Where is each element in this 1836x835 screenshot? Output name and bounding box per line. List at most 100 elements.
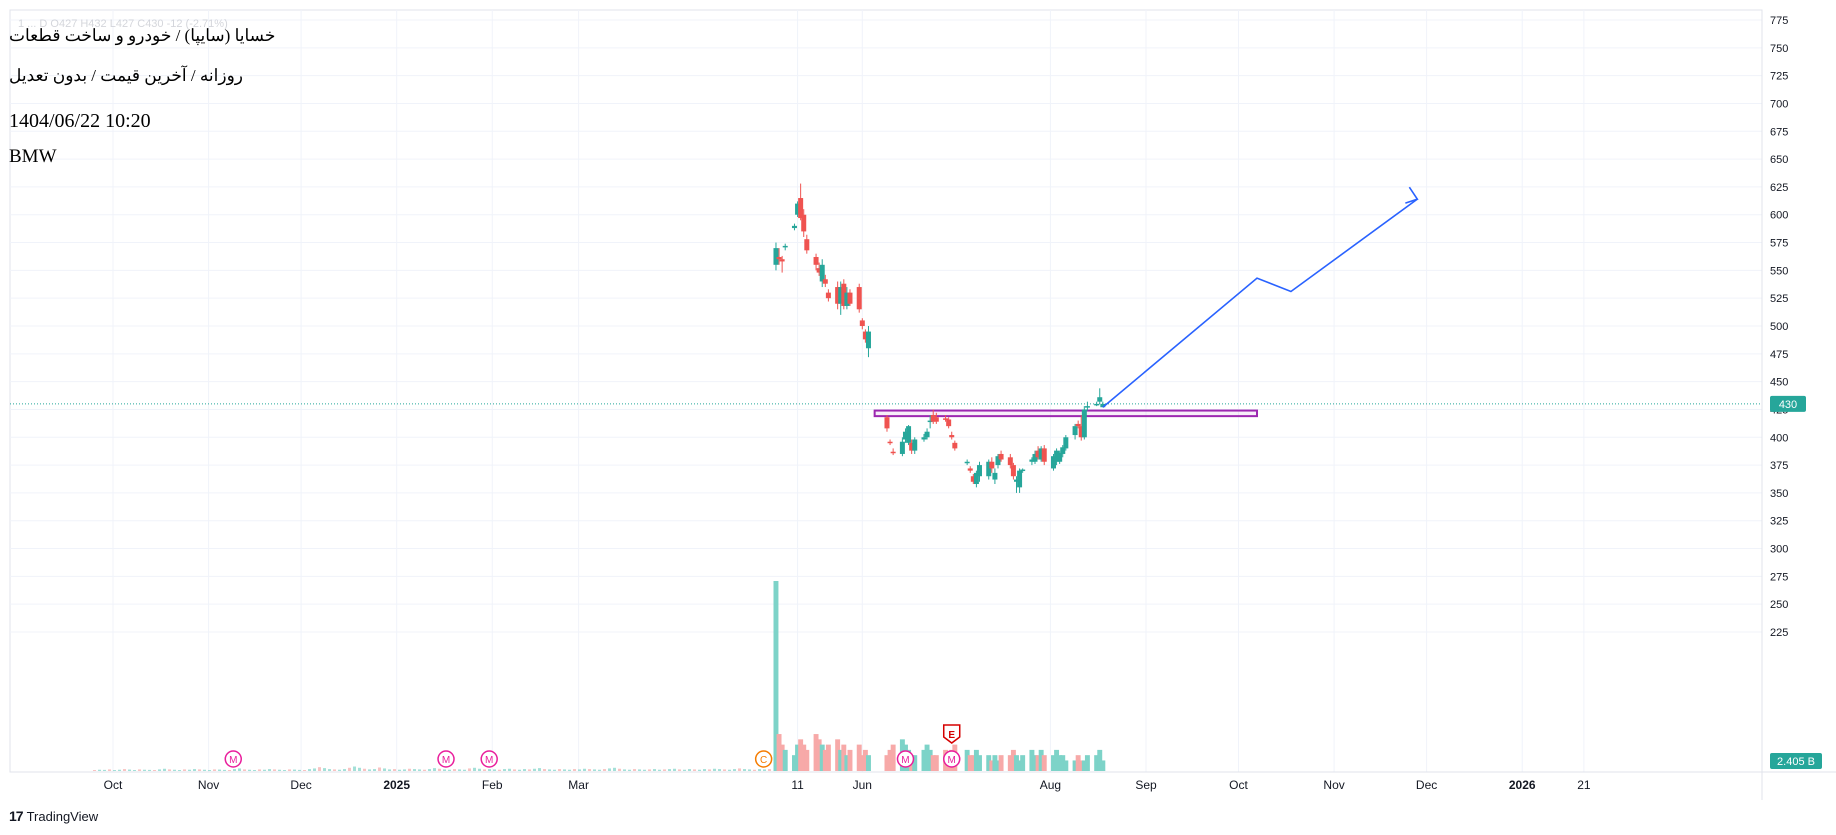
candle-body [1078, 426, 1084, 438]
candle-body [825, 292, 831, 299]
candle-body [909, 442, 915, 451]
volume-bar [1017, 760, 1023, 771]
volume-bar [163, 768, 166, 771]
volume-bar [992, 755, 998, 771]
volume-bar [218, 769, 221, 771]
m-event-icon [224, 750, 243, 768]
volume-bar [123, 769, 126, 771]
y-tick-label: 675 [1770, 126, 1788, 138]
volume-bar [1072, 760, 1078, 771]
volume-bar [393, 769, 396, 771]
tradingview-logo[interactable]: 17 TradingView [9, 808, 98, 824]
m-event-icon [480, 750, 498, 768]
volume-bar [93, 770, 96, 771]
volume-bar [493, 769, 496, 771]
volume-bar [856, 744, 862, 771]
y-tick-label: 350 [1770, 488, 1788, 500]
volume-bar [703, 769, 706, 771]
volume-bar [995, 760, 1001, 771]
x-tick-label: Jun [853, 778, 872, 792]
candle-body [899, 441, 905, 454]
candle-body [838, 287, 844, 304]
volume-bar [779, 744, 785, 771]
volume-bar [273, 769, 276, 771]
m-event-icon [437, 750, 455, 768]
projection-line [1102, 198, 1418, 408]
candle-body [841, 283, 847, 306]
volume-bar [453, 769, 456, 771]
last-price-label: 430 [1779, 399, 1797, 411]
candle-body [970, 476, 976, 482]
y-tick-label: 575 [1770, 238, 1788, 250]
volume-bar [1078, 760, 1084, 771]
volume-bar [1007, 755, 1013, 771]
volume-bar [835, 739, 841, 771]
ohlc-readout: 1 ... D O427 H432 L427 C430 -12 (-2.71%) [18, 18, 228, 30]
volume-bar [1014, 755, 1019, 771]
candle-body [1075, 423, 1081, 427]
volume-bar [1094, 755, 1100, 771]
volume-bar [198, 769, 201, 771]
candle-body [776, 257, 782, 260]
candle-body [924, 431, 930, 438]
volume-bar [930, 755, 936, 771]
volume-bar [438, 768, 441, 771]
candle-body [816, 268, 822, 273]
volume-bar [433, 768, 436, 771]
volume-bar [568, 769, 571, 771]
x-tick-label: 11 [791, 778, 804, 792]
candle-body [949, 435, 955, 438]
volume-bar [847, 749, 853, 771]
volume-bar [208, 770, 211, 771]
y-tick-label: 375 [1770, 460, 1788, 472]
volume-bar [303, 770, 306, 771]
volume-bar [844, 755, 850, 771]
volume-bar [468, 768, 471, 771]
volume-bar [728, 769, 731, 771]
x-tick-label: 2025 [383, 778, 410, 792]
volume-bar [658, 769, 661, 771]
volume-bar [884, 755, 890, 771]
volume-bar [408, 768, 411, 771]
volume-bar [373, 769, 376, 771]
m-event-icon [942, 750, 961, 768]
volume-bar [403, 769, 406, 771]
volume-bar [648, 769, 651, 771]
event-label: M [442, 755, 450, 766]
y-tick-label: 325 [1770, 516, 1788, 528]
volume-bar [178, 770, 181, 771]
candle-body [995, 456, 1001, 466]
volume-bar [798, 739, 804, 771]
y-tick-label: 750 [1770, 43, 1788, 55]
volume-bar [773, 581, 779, 771]
volume-bar [890, 744, 896, 771]
y-tick-label: 225 [1770, 627, 1788, 639]
y-tick-label: 625 [1770, 182, 1788, 194]
volume-bar [743, 769, 746, 771]
volume-bar [458, 769, 461, 771]
x-tick-label: Oct [104, 778, 123, 792]
candle-body [927, 420, 933, 423]
volume-bar [173, 769, 176, 771]
volume-bar [188, 769, 191, 771]
volume-bar [513, 769, 516, 771]
volume-bar [338, 769, 341, 771]
volume-bar [638, 769, 641, 771]
volume-bar [588, 769, 591, 771]
volume-bar [678, 769, 681, 771]
volume-bar [563, 769, 566, 771]
candle-body [1020, 469, 1026, 472]
volume-bar [998, 755, 1004, 771]
volume-bar [795, 744, 801, 771]
volume-bar [558, 769, 561, 771]
candle-body [782, 245, 788, 248]
x-tick-label: Dec [290, 778, 311, 792]
candle-body [1032, 453, 1038, 462]
y-tick-label: 775 [1770, 15, 1788, 27]
candle-body [884, 417, 890, 429]
candle-body [819, 264, 825, 282]
candle-body [847, 292, 853, 304]
volume-bar [1020, 755, 1026, 771]
volume-bar [238, 768, 241, 771]
